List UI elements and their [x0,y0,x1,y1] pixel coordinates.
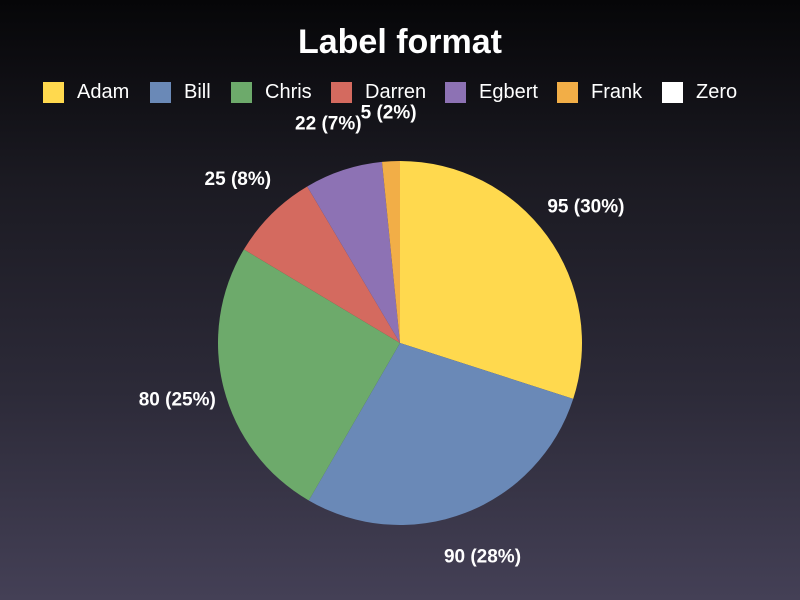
legend-swatch-adam [43,81,64,103]
pie-slice-adam[interactable] [400,161,582,399]
legend-swatch-egbert [445,81,466,103]
legend-label-egbert: Egbert [479,80,538,103]
legend-label-darren: Darren [365,80,427,103]
legend-label-bill: Bill [184,80,211,103]
legend-swatch-bill [150,81,171,103]
slice-label-egbert: 22 (7%) [295,114,362,135]
legend-item-egbert[interactable]: Egbert [445,78,538,106]
pie-slice-chris[interactable] [218,249,400,501]
legend-label-zero: Zero [696,80,738,103]
legend-item-bill[interactable]: Bill [150,78,211,106]
legend-item-zero[interactable]: Zero [662,78,737,106]
legend-item-chris[interactable]: Chris [231,78,312,106]
chart-legend: Adam Bill Chris Darren Egbert Frank Zero [0,78,800,106]
legend-swatch-frank [557,81,578,103]
slice-label-chris: 80 (25%) [139,390,216,411]
legend-swatch-zero [662,81,683,103]
pie-slice-darren[interactable] [243,186,400,343]
legend-item-frank[interactable]: Frank [557,78,642,106]
slice-label-frank: 5 (2%) [361,102,417,123]
slice-label-darren: 25 (8%) [205,169,272,190]
legend-label-frank: Frank [591,80,643,103]
chart-title: Label format [297,23,503,61]
pie-slice-bill[interactable] [308,343,574,526]
slice-label-adam: 95 (30%) [547,197,624,218]
pie-slice-egbert[interactable] [307,161,400,343]
pie-slice-frank[interactable] [381,161,400,343]
legend-item-adam[interactable]: Adam [43,78,129,106]
legend-swatch-darren [331,81,352,103]
legend-label-adam: Adam [77,80,130,103]
slice-label-bill: 90 (28%) [444,547,521,568]
legend-label-chris: Chris [265,80,312,103]
legend-item-darren[interactable]: Darren [331,78,426,106]
legend-swatch-chris [231,81,252,103]
